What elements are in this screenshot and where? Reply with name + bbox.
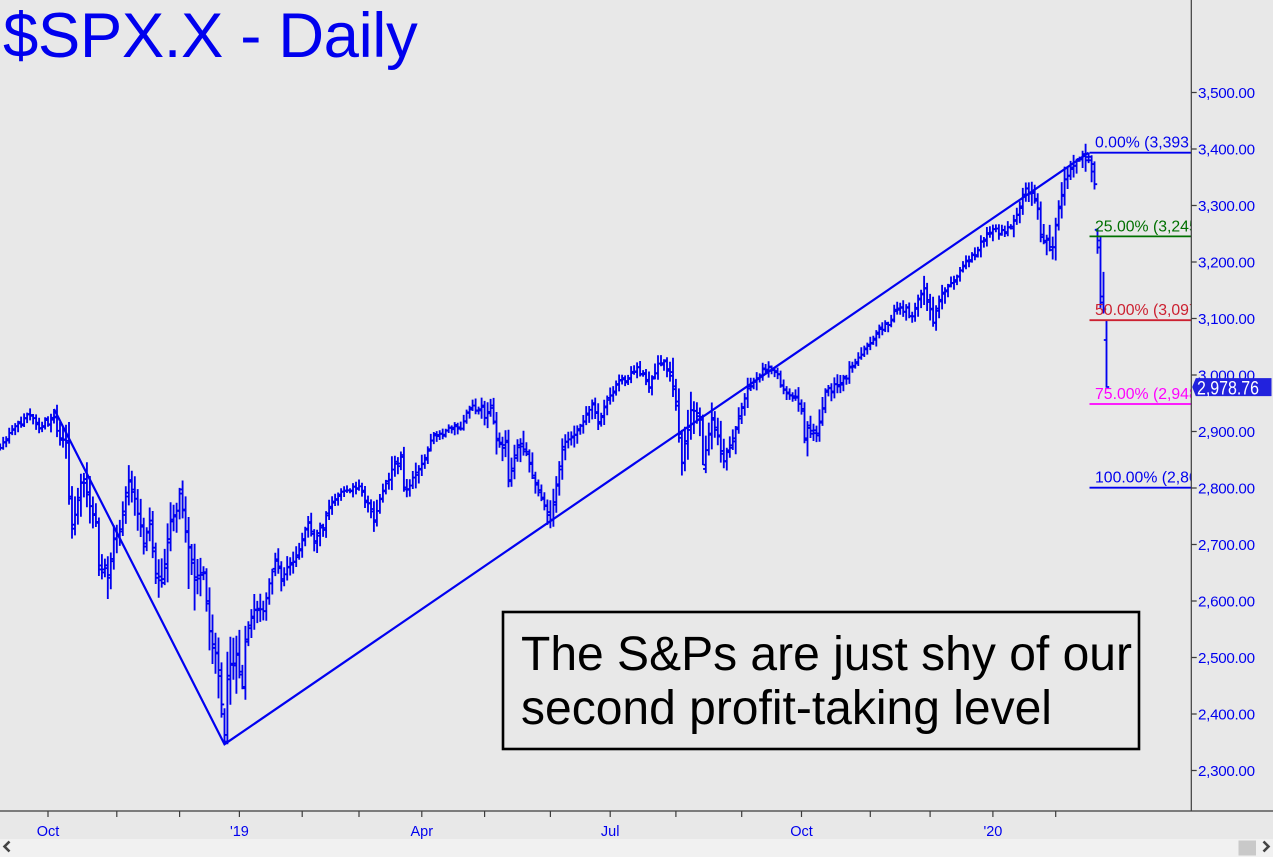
- svg-text:50.00% (3,097.01): 50.00% (3,097.01): [1095, 302, 1225, 319]
- svg-text:75.00% (2,948.76): 75.00% (2,948.76): [1095, 386, 1225, 403]
- svg-text:$SPX.X - Daily: $SPX.X - Daily: [3, 1, 418, 71]
- svg-text:2,700.00: 2,700.00: [1198, 537, 1255, 554]
- svg-text:3,500.00: 3,500.00: [1198, 85, 1255, 102]
- svg-text:3,400.00: 3,400.00: [1198, 142, 1255, 159]
- svg-text:3,200.00: 3,200.00: [1198, 255, 1255, 272]
- svg-text:25.00% (3,245.26): 25.00% (3,245.26): [1095, 218, 1225, 235]
- svg-text:The S&Ps are just shy of our: The S&Ps are just shy of our: [521, 628, 1132, 681]
- svg-text:Oct: Oct: [790, 824, 813, 840]
- svg-text:2,600.00: 2,600.00: [1198, 594, 1255, 611]
- svg-text:100.00% (2,800.51): 100.00% (2,800.51): [1095, 470, 1234, 487]
- svg-text:2,300.00: 2,300.00: [1198, 763, 1255, 780]
- svg-text:2,978.76: 2,978.76: [1197, 379, 1259, 400]
- svg-text:'20: '20: [983, 824, 1002, 840]
- svg-text:Jul: Jul: [601, 824, 620, 840]
- svg-text:2,500.00: 2,500.00: [1198, 650, 1255, 667]
- svg-text:2,900.00: 2,900.00: [1198, 424, 1255, 441]
- svg-text:2,800.00: 2,800.00: [1198, 481, 1255, 498]
- svg-text:'19: '19: [230, 824, 249, 840]
- svg-text:3,100.00: 3,100.00: [1198, 311, 1255, 328]
- svg-text:Oct: Oct: [37, 824, 60, 840]
- svg-text:second profit-taking level: second profit-taking level: [521, 682, 1052, 735]
- svg-text:Apr: Apr: [411, 824, 434, 840]
- svg-text:3,300.00: 3,300.00: [1198, 198, 1255, 215]
- svg-text:0.00% (3,393.52): 0.00% (3,393.52): [1095, 135, 1216, 152]
- svg-text:2,400.00: 2,400.00: [1198, 707, 1255, 724]
